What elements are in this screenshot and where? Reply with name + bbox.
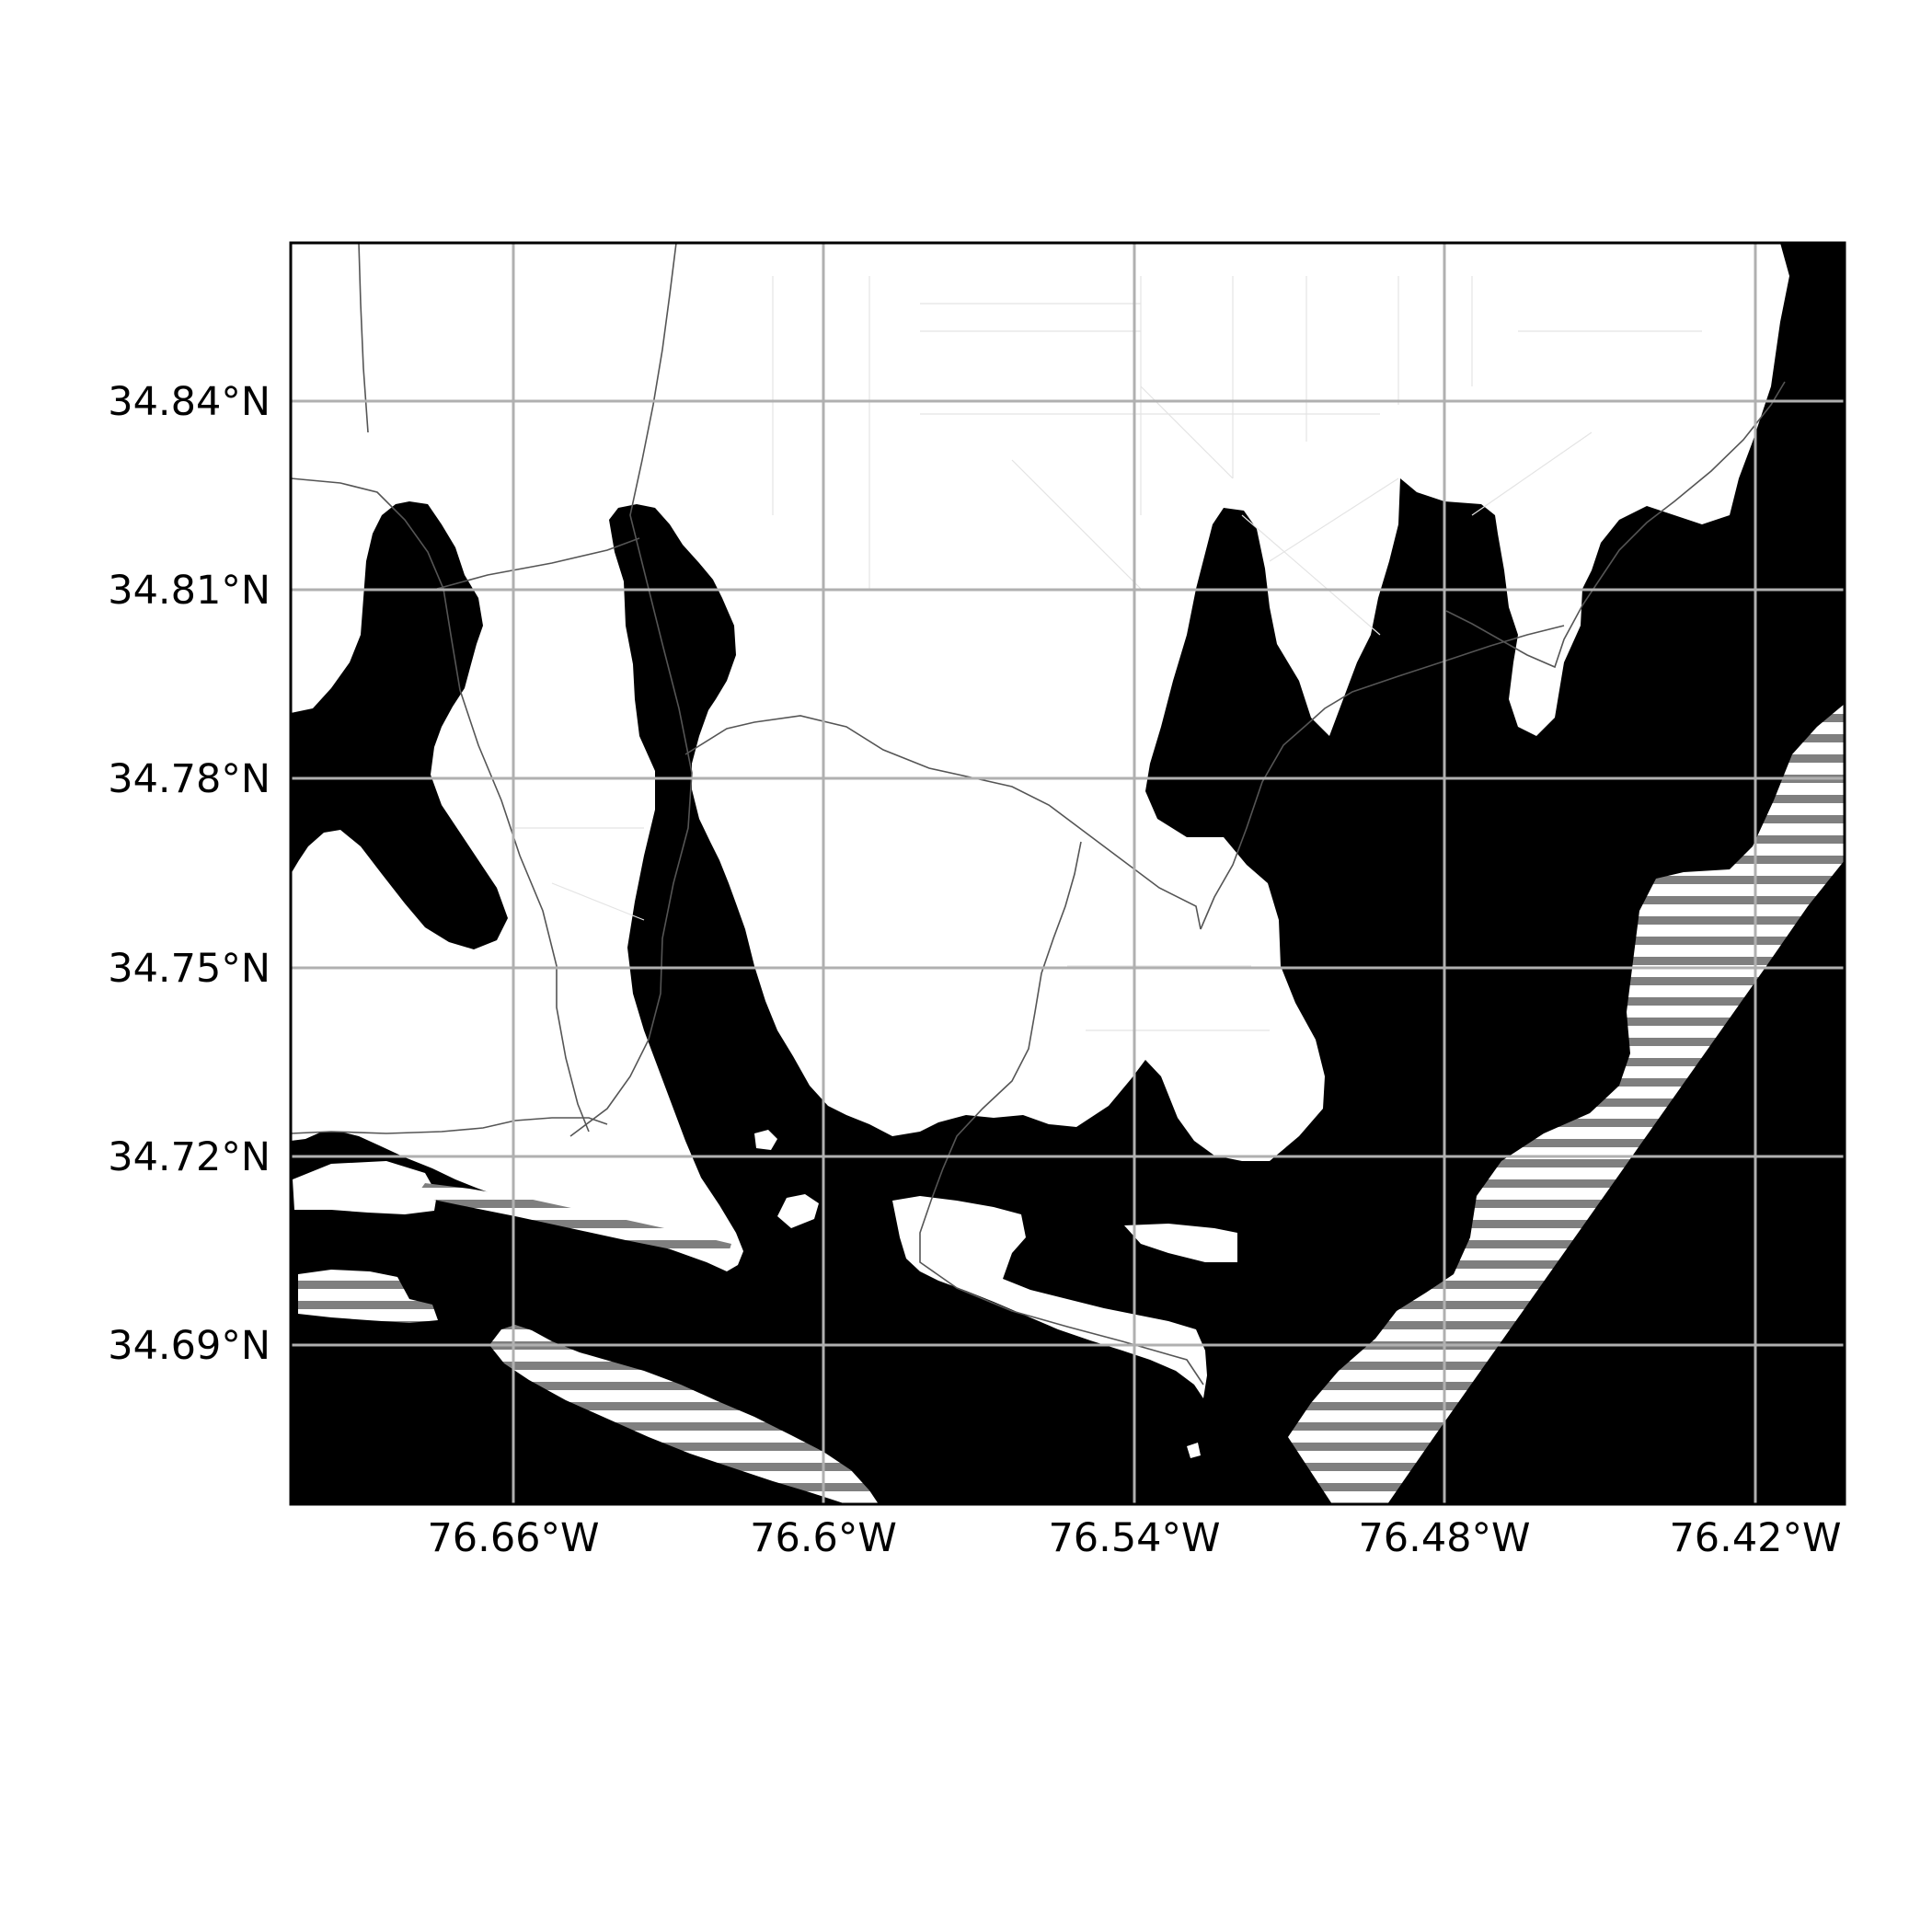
map-plot-area [291,243,1845,1504]
road-hwy-coast-east [1200,625,1565,930]
barrier-island-center [892,1196,1207,1398]
road-south-through [919,841,1204,1386]
road-hwy-northeast [1445,381,1786,669]
x-tick-label: 76.54°W [1048,1515,1220,1561]
island-north-channel [754,1130,777,1150]
shoal-west-island [298,1270,438,1323]
x-tick-label: 76.48°W [1358,1515,1530,1561]
island-south-sound [1187,1443,1201,1458]
mainland [291,243,1789,1271]
shoal-north-shore [416,1183,731,1259]
y-tick-label: 34.84°N [108,379,270,425]
x-tick-label: 76.42°W [1669,1515,1841,1561]
y-tick-label: 34.81°N [108,568,270,614]
y-tick-label: 34.72°N [108,1134,270,1180]
shoal-east [1288,704,1845,1504]
road-bridge-west [291,1117,608,1134]
x-tick-label: 76.6°W [750,1515,897,1561]
street-network [515,276,1702,1031]
y-tick-label: 34.75°N [108,946,270,992]
shoal-southwest [489,1325,879,1504]
island-west-small [293,1161,437,1214]
x-axis-labels: 76.66°W 76.6°W 76.54°W 76.48°W 76.42°W [427,1515,1841,1561]
island-east-of-bridge [1124,1224,1237,1262]
map-gridlines [291,243,1845,1504]
y-axis-labels: 34.84°N 34.81°N 34.78°N 34.75°N 34.72°N … [108,379,270,1369]
road-north-south [569,243,693,1137]
x-tick-label: 76.66°W [427,1515,599,1561]
island-channel [777,1194,819,1228]
y-tick-label: 34.78°N [108,756,270,802]
map-frame [289,241,1846,1506]
y-tick-label: 34.69°N [108,1323,270,1369]
road-west-diagonal [291,477,590,1133]
road-lawson [436,537,640,590]
